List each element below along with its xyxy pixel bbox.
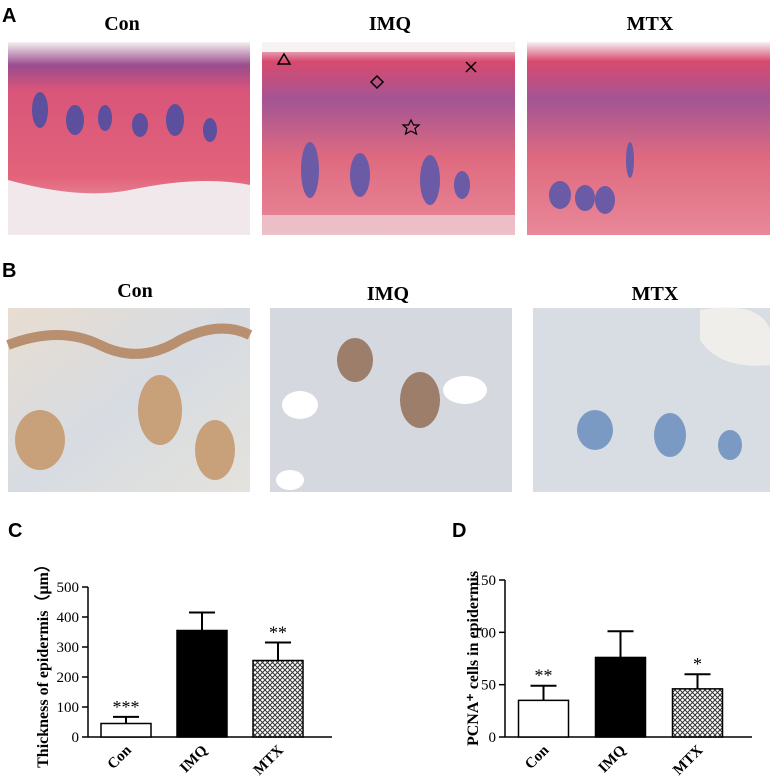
image-title: IMQ (367, 283, 409, 305)
x-tick-label: Con (522, 742, 553, 773)
panel-letter: D (452, 520, 466, 542)
y-axis-title: Thickness of epidermis（μm） (34, 556, 52, 768)
image-title: IMQ (369, 13, 411, 35)
histology-image (8, 42, 250, 235)
x-tick-label: MTX (670, 742, 706, 778)
histology-image (262, 42, 515, 235)
y-tick-label: 150 (474, 573, 497, 589)
y-tick-label: 100 (57, 700, 80, 716)
ihc-image (533, 307, 770, 492)
histology-image (527, 42, 770, 235)
x-tick-label: Con (105, 742, 136, 773)
y-tick-label: 400 (57, 610, 80, 626)
y-tick-label: 100 (474, 625, 497, 641)
y-tick-label: 300 (57, 640, 80, 656)
bar (252, 659, 304, 738)
bar (517, 699, 570, 738)
significance: ** (535, 666, 553, 686)
y-tick-label: 50 (481, 678, 496, 694)
bar (100, 722, 152, 738)
y-tick-label: 0 (489, 730, 497, 746)
panel-letter: A (2, 5, 16, 27)
y-axis-title: PCNA⁺ cells in epidermis (465, 571, 482, 746)
bar (671, 688, 724, 738)
significance: ** (269, 623, 287, 643)
bar (176, 629, 228, 738)
ihc-image (270, 308, 512, 492)
y-tick-label: 0 (72, 730, 80, 746)
y-tick-label: 500 (57, 580, 80, 596)
significance: * (693, 654, 702, 674)
bar (594, 656, 647, 738)
y-tick-label: 200 (57, 670, 80, 686)
panel-letter: B (2, 260, 16, 282)
x-tick-label: MTX (251, 742, 287, 778)
x-tick-label: IMQ (596, 742, 630, 776)
image-title: MTX (632, 283, 679, 305)
ihc-image (6, 308, 253, 492)
image-title: Con (117, 280, 153, 302)
significance: *** (113, 697, 140, 717)
image-title: MTX (627, 13, 674, 35)
panel-letter: C (8, 520, 22, 542)
image-title: Con (104, 13, 140, 35)
x-tick-label: IMQ (177, 742, 211, 776)
